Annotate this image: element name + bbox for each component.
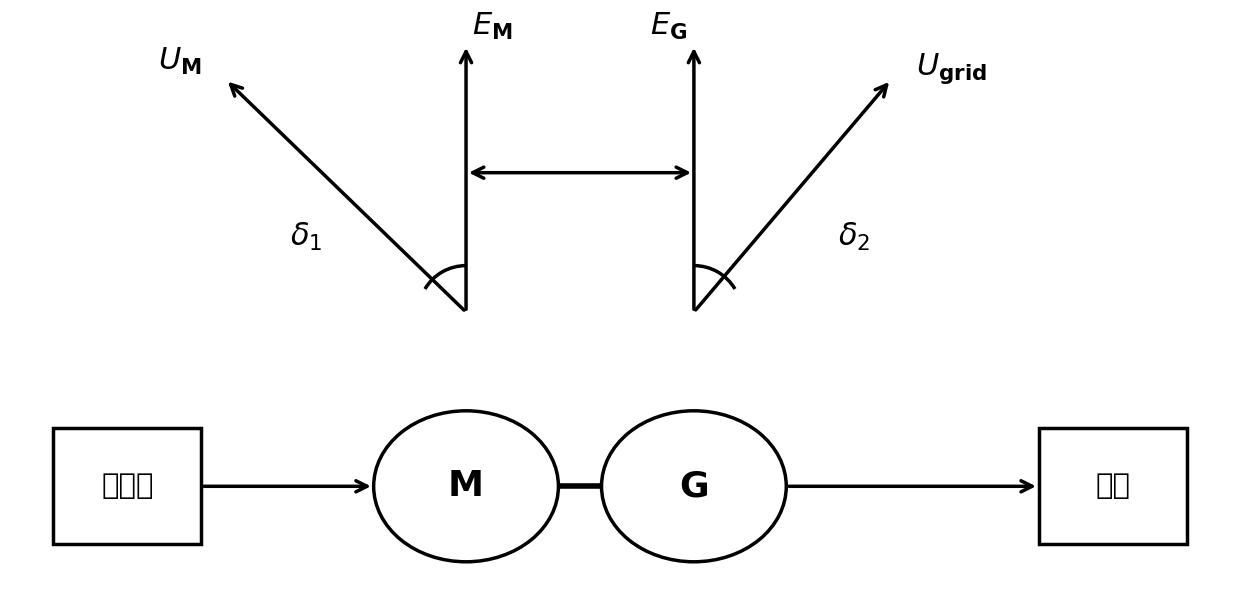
Text: $\mathit{\delta}_{2}$: $\mathit{\delta}_{2}$ [838,221,870,253]
Text: $\mathit{U}_\mathbf{grid}$: $\mathit{U}_\mathbf{grid}$ [915,51,987,86]
Bar [1039,428,1187,544]
Text: 电网: 电网 [1095,472,1130,500]
Text: M: M [448,469,484,503]
Text: $\mathit{E}_\mathbf{M}$: $\mathit{E}_\mathbf{M}$ [472,11,512,42]
Text: 新能源: 新能源 [102,472,154,500]
Ellipse shape [373,411,558,562]
Ellipse shape [601,411,786,562]
Text: G: G [680,469,709,503]
Bar [53,428,201,544]
Text: $\mathit{\delta}_{1}$: $\mathit{\delta}_{1}$ [290,221,322,253]
Text: $\mathit{U}_\mathbf{M}$: $\mathit{U}_\mathbf{M}$ [157,46,201,77]
Text: $\mathit{E}_\mathbf{G}$: $\mathit{E}_\mathbf{G}$ [651,11,688,42]
